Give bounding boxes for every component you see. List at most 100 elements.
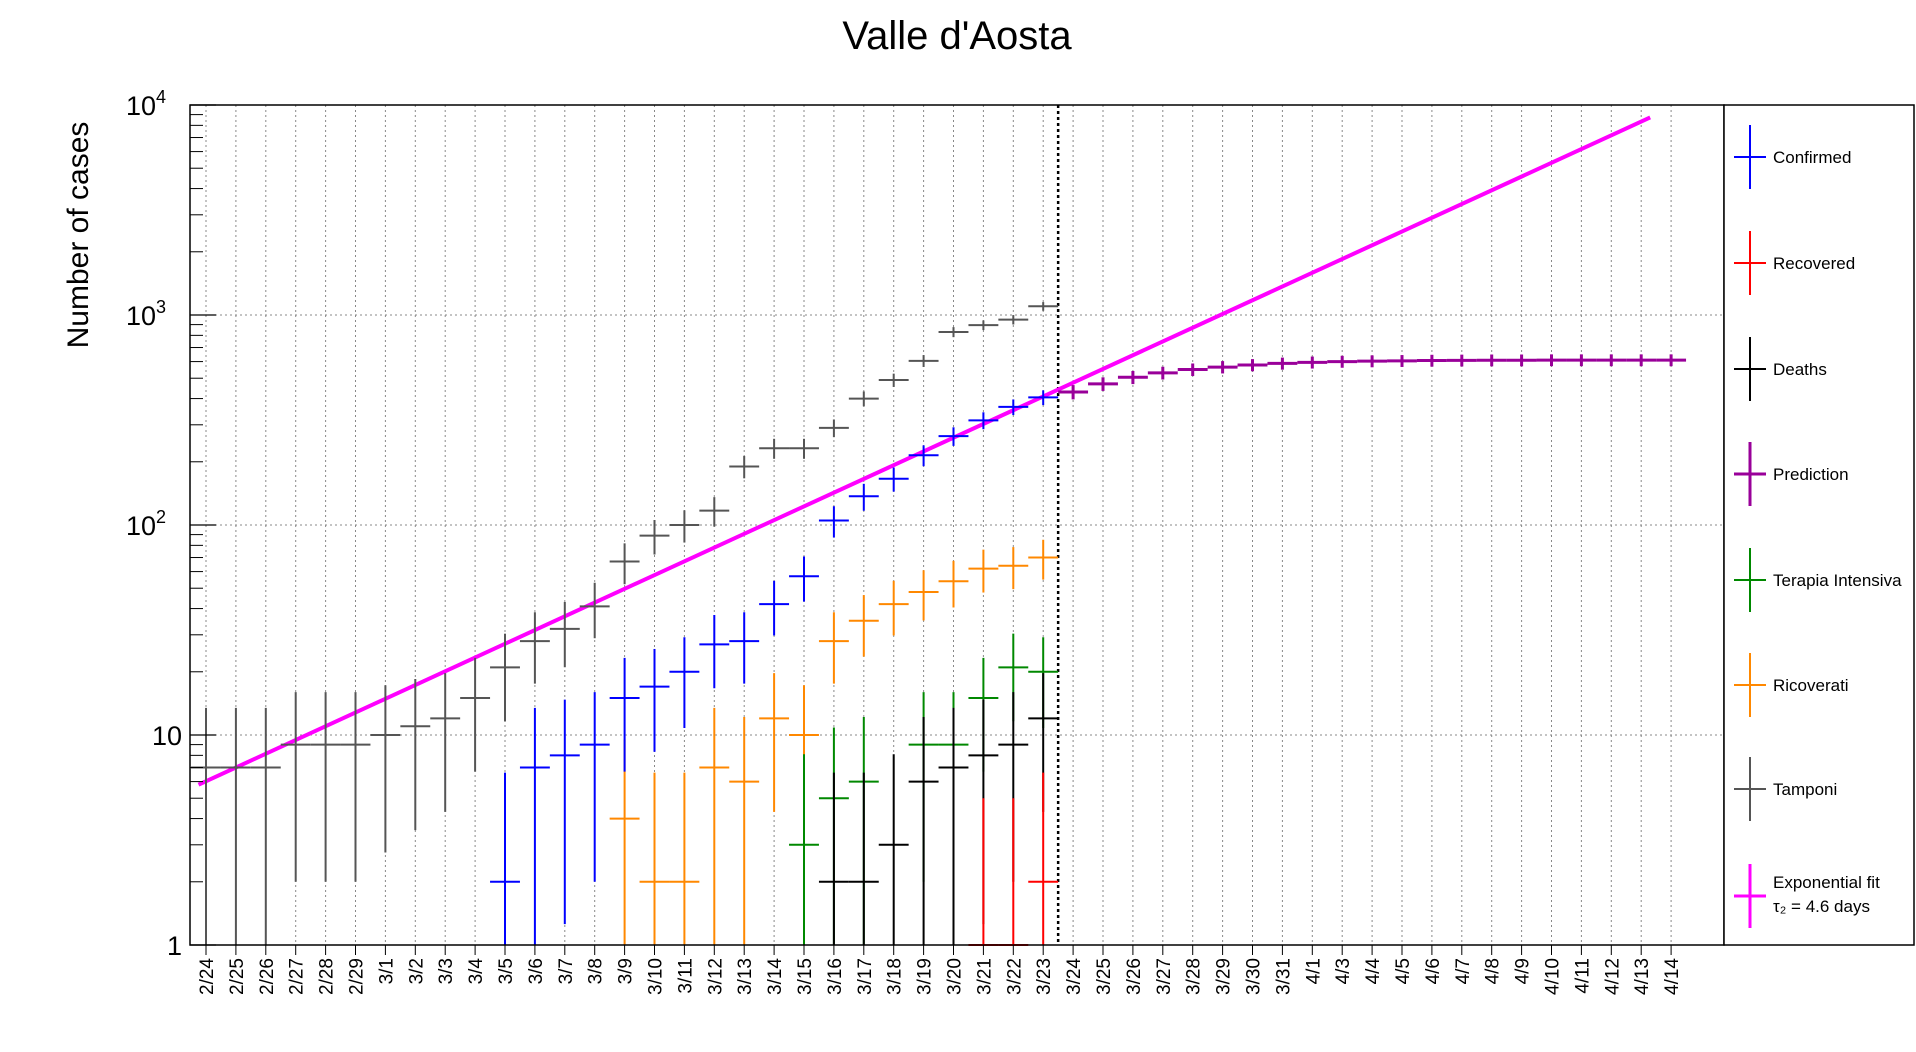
data-point: [1237, 359, 1268, 372]
data-point: [878, 580, 909, 636]
x-tick-label: 4/9: [1513, 958, 1534, 984]
legend-item-exponential-fit: Exponential fit τ₂ = 4.6 days: [1734, 864, 1880, 928]
data-point: [1028, 772, 1059, 945]
marks-layer: [191, 302, 1687, 946]
data-point: [430, 673, 461, 812]
data-point: [848, 595, 879, 657]
data-point: [1058, 385, 1089, 400]
data-point: [968, 549, 999, 593]
x-tick-label: 3/31: [1273, 958, 1294, 995]
data-point: [818, 419, 849, 438]
x-tick-label: 3/24: [1064, 958, 1085, 995]
x-tick-label: 3/30: [1244, 958, 1265, 995]
data-point: [1566, 354, 1597, 367]
series-prediction: [1058, 354, 1687, 400]
x-tick-label: 3/10: [646, 958, 667, 995]
legend-item-tamponi: Tamponi: [1734, 757, 1837, 821]
data-point: [669, 637, 700, 729]
x-tick-label: 4/1: [1303, 958, 1324, 984]
data-point: [1028, 539, 1059, 580]
x-tick-label: 3/26: [1124, 958, 1145, 995]
y-tick-label: 102: [126, 507, 166, 541]
x-tick-label: 2/25: [227, 958, 248, 995]
data-point: [549, 602, 580, 668]
data-point: [579, 692, 610, 882]
legend-label: Terapia Intensiva: [1773, 571, 1902, 590]
legend-label: Prediction: [1773, 465, 1849, 484]
x-tick-label: 3/29: [1214, 958, 1235, 995]
series-confirmed: [490, 390, 1059, 945]
data-point: [908, 570, 939, 621]
series-ricoverati: [609, 539, 1059, 945]
data-point: [848, 483, 879, 511]
x-tick-label: 3/13: [735, 958, 756, 995]
data-point: [669, 772, 700, 945]
data-point: [490, 772, 520, 945]
data-point: [759, 673, 790, 812]
data-point: [968, 412, 999, 430]
data-point: [1177, 363, 1208, 376]
x-tick-label: 3/28: [1184, 958, 1205, 995]
x-tick-label: 4/14: [1662, 958, 1683, 995]
x-tick-label: 4/12: [1602, 958, 1623, 995]
x-tick-label: 3/9: [616, 958, 637, 984]
x-tick-label: 3/22: [1004, 958, 1025, 995]
x-tick-label: 4/13: [1632, 958, 1653, 995]
data-point: [759, 580, 790, 636]
data-point: [1207, 361, 1238, 374]
data-point: [609, 657, 640, 772]
x-tick-label: 3/14: [765, 958, 786, 995]
x-tick-label: 3/3: [436, 958, 457, 984]
x-tick-label: 4/5: [1393, 958, 1414, 984]
data-point: [789, 438, 819, 459]
data-point: [340, 692, 371, 882]
legend-label: Exponential fit: [1773, 873, 1880, 892]
data-point: [1656, 354, 1687, 367]
data-point: [1028, 302, 1059, 311]
data-point: [1506, 354, 1537, 367]
data-point: [729, 455, 760, 479]
data-point: [998, 315, 1029, 325]
data-point: [609, 543, 640, 585]
data-point: [938, 427, 969, 446]
data-point: [639, 648, 670, 752]
y-axis-label: Number of cases: [62, 122, 95, 349]
data-point: [908, 355, 939, 367]
data-point: [938, 707, 969, 945]
series-tamponi: [191, 302, 1059, 945]
data-point: [370, 685, 401, 853]
data-point: [818, 506, 849, 538]
x-tick-label: 3/8: [586, 958, 607, 984]
data-point: [1536, 354, 1567, 367]
x-tick-label: 3/23: [1034, 958, 1055, 995]
x-tick-label: 4/11: [1572, 958, 1593, 994]
data-point: [759, 438, 790, 459]
chart-title: Valle d'Aosta: [842, 14, 1072, 58]
y-tick-label: 104: [126, 87, 166, 121]
x-tick-label: 3/25: [1094, 958, 1115, 995]
x-tick-label: 3/11: [675, 958, 696, 994]
x-tick-label: 4/6: [1423, 958, 1444, 984]
data-point: [400, 679, 431, 831]
x-tick-label: 3/6: [526, 958, 547, 984]
data-point: [938, 560, 969, 608]
data-point: [789, 556, 819, 602]
legend-item-deaths: Deaths: [1734, 337, 1827, 401]
legend: Confirmed Recovered Deaths Prediction Terapi…: [1723, 104, 1915, 946]
x-tick-label: 4/7: [1453, 958, 1474, 984]
x-tick-label: 3/16: [825, 958, 846, 995]
data-point: [1297, 356, 1328, 369]
data-point: [1147, 366, 1178, 380]
data-point: [1117, 370, 1148, 385]
data-point: [848, 772, 879, 945]
x-tick-label: 2/29: [347, 958, 368, 995]
data-point: [250, 707, 281, 945]
data-point: [1596, 354, 1627, 367]
data-point: [699, 707, 730, 945]
data-point: [460, 657, 491, 772]
x-tick-label: 3/17: [855, 958, 876, 995]
data-point: [938, 327, 969, 338]
data-point: [1476, 354, 1507, 367]
